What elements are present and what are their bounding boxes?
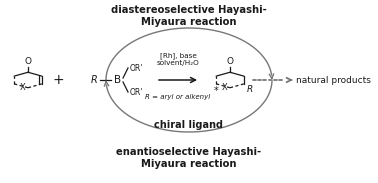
Text: diastereoselective Hayashi-
Miyaura reaction: diastereoselective Hayashi- Miyaura reac… (111, 5, 267, 27)
Text: R: R (247, 85, 253, 94)
Text: R: R (90, 75, 97, 85)
Text: OR': OR' (130, 64, 143, 72)
Text: +: + (52, 73, 64, 87)
Text: [Rh], base
solvent/H₂O: [Rh], base solvent/H₂O (156, 52, 199, 66)
Text: natural products: natural products (296, 76, 371, 85)
Text: OR': OR' (130, 87, 143, 96)
Text: X: X (20, 83, 26, 92)
Text: chiral ligand: chiral ligand (155, 120, 223, 130)
Text: enantioselective Hayashi-
Miyaura reaction: enantioselective Hayashi- Miyaura reacti… (116, 147, 262, 169)
Text: O: O (25, 57, 31, 66)
Text: X: X (222, 83, 228, 92)
Text: *: * (214, 86, 218, 96)
Text: B: B (115, 75, 122, 85)
Text: O: O (226, 57, 234, 66)
Text: R = aryl or alkenyl: R = aryl or alkenyl (146, 94, 211, 100)
